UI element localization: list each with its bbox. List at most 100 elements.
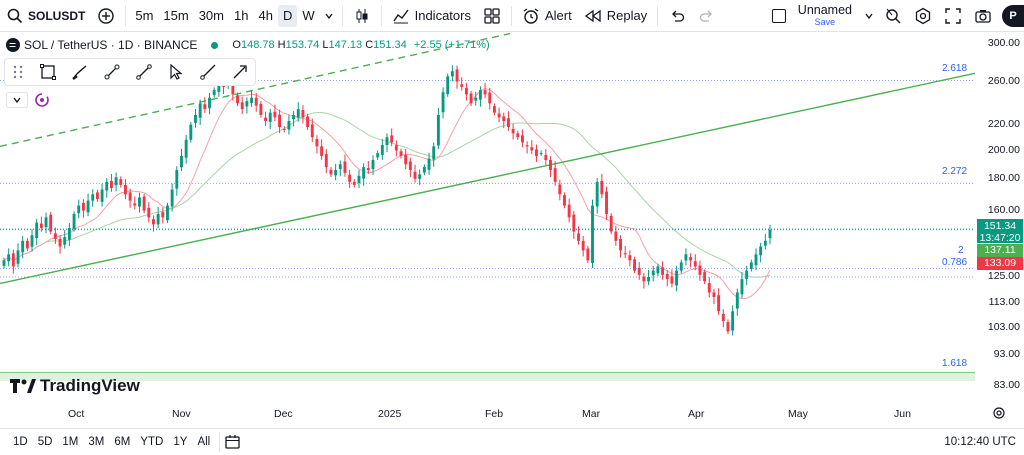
bottom-toolbar: 1D 5D 1M 3M 6M YTD 1Y All 10:12:40 UTC <box>0 428 1024 455</box>
candle-body <box>264 117 268 121</box>
timeframe-30m[interactable]: 30m <box>198 8 224 23</box>
alert-label: Alert <box>544 8 572 23</box>
candle-body <box>91 194 95 201</box>
undo-button[interactable] <box>662 0 692 32</box>
candle-body <box>39 223 43 228</box>
symbol-search[interactable]: SOLUSDT <box>0 0 91 32</box>
fib-level-2618: 2.618 <box>942 63 968 74</box>
candle-body <box>86 200 90 213</box>
drawing-toolbar <box>4 58 256 86</box>
candle-body <box>721 314 725 322</box>
candle-body <box>77 205 81 214</box>
calendar-range-icon[interactable] <box>224 433 242 451</box>
trend-line-tool-icon[interactable] <box>135 63 153 81</box>
fullscreen-button[interactable] <box>938 0 968 32</box>
range-3m[interactable]: 3M <box>88 436 105 448</box>
range-1d[interactable]: 1D <box>13 436 28 448</box>
separator <box>125 5 127 26</box>
candle-body <box>203 104 207 110</box>
timeframe-dropdown[interactable] <box>320 0 338 32</box>
time-axis[interactable]: Oct Nov Dec 2025 Feb Mar Apr May Jun <box>0 398 975 424</box>
path-tool-icon[interactable] <box>103 63 121 81</box>
timeframe-15m[interactable]: 15m <box>163 8 189 23</box>
candle-body <box>352 181 356 185</box>
time-tick: Feb <box>485 408 504 420</box>
timeframe-4h[interactable]: 4h <box>258 8 273 23</box>
price-axis[interactable]: 300.00 260.00 220.00 200.00 180.00 160.0… <box>975 33 1024 398</box>
range-5d[interactable]: 5D <box>37 436 53 448</box>
sync-indicator-icon[interactable] <box>34 92 50 108</box>
save-label[interactable]: Save <box>814 16 836 27</box>
sol-logo-icon <box>6 38 20 52</box>
candle-body <box>469 93 473 104</box>
candle-body <box>497 113 501 118</box>
price-tick: 260.00 <box>987 75 1020 87</box>
alert-button[interactable]: Alert <box>516 0 578 32</box>
trend-line-support <box>0 72 975 285</box>
redo-button[interactable] <box>692 0 722 32</box>
cursor-tool-icon[interactable] <box>167 63 185 81</box>
candle-body <box>156 213 160 225</box>
candle-body <box>81 202 85 211</box>
candle-body <box>310 124 314 138</box>
candle-body <box>436 114 440 146</box>
candle-body <box>180 155 183 168</box>
candle-body <box>539 153 543 155</box>
ma-fast-line <box>3 88 771 300</box>
templates-button[interactable] <box>477 0 507 32</box>
axis-settings-icon[interactable] <box>992 406 1006 420</box>
candle-body <box>376 153 380 158</box>
rewind-icon <box>584 9 601 22</box>
indicators-button[interactable]: Indicators <box>386 0 477 32</box>
quick-search-button[interactable] <box>878 0 908 32</box>
candle-body <box>675 270 679 286</box>
candle-body <box>460 84 464 87</box>
magnifier-sparkle-icon <box>886 8 901 23</box>
timeframe-d[interactable]: D <box>277 4 298 27</box>
candle-body <box>595 181 599 207</box>
range-ytd[interactable]: YTD <box>140 436 164 448</box>
candle-body <box>11 253 15 267</box>
layout-square-icon <box>771 8 786 23</box>
candle-body <box>665 273 669 280</box>
bar-countdown: 13:47:20 <box>979 232 1021 244</box>
candle-body <box>572 214 576 232</box>
candle-body <box>152 219 155 225</box>
profile-button[interactable]: P <box>998 0 1024 32</box>
timeframe-w[interactable]: W <box>302 8 315 23</box>
rectangle-tool-icon[interactable] <box>39 63 57 81</box>
utc-clock[interactable]: 10:12:40 UTC <box>944 436 1016 448</box>
range-1y[interactable]: 1Y <box>173 436 188 448</box>
arrow-tool-icon[interactable] <box>231 63 249 81</box>
timeframe-5m[interactable]: 5m <box>135 8 154 23</box>
time-tick: Nov <box>172 408 191 420</box>
ohlc-values: O148.78 H153.74 L147.13 C151.34 +2.55 (+… <box>232 39 490 51</box>
time-tick: Oct <box>68 408 85 420</box>
replay-button[interactable]: Replay <box>578 0 653 32</box>
candle-body <box>278 114 282 128</box>
candle-body <box>138 197 141 207</box>
timeframe-1h[interactable]: 1h <box>234 8 249 23</box>
candle-body <box>119 179 123 185</box>
candle-body <box>362 167 366 179</box>
candle-body <box>441 92 445 113</box>
settings-button[interactable] <box>908 0 938 32</box>
compare-button[interactable] <box>91 0 121 32</box>
price-chart[interactable] <box>0 33 975 398</box>
candle-body <box>661 267 665 275</box>
candle-body <box>189 124 193 140</box>
chart-type-button[interactable] <box>347 0 377 32</box>
brush-tool-icon[interactable] <box>71 63 89 81</box>
range-1m[interactable]: 1M <box>62 436 79 448</box>
candle-body <box>735 292 739 309</box>
snapshot-button[interactable] <box>968 0 998 32</box>
range-6m[interactable]: 6M <box>114 436 131 448</box>
candle-body <box>385 137 389 146</box>
collapse-legend-button[interactable] <box>6 92 28 108</box>
layout-menu[interactable]: Unnamed Save <box>768 0 878 32</box>
range-all[interactable]: All <box>197 436 211 448</box>
drag-handle-icon[interactable] <box>11 64 25 80</box>
candle-body <box>455 69 459 82</box>
ray-tool-icon[interactable] <box>199 63 217 81</box>
price-tick: 180.00 <box>987 172 1020 184</box>
